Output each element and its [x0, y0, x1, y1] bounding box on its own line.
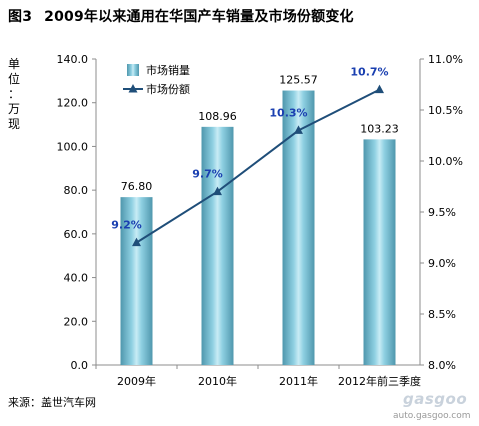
bar-value-label: 103.23	[360, 122, 399, 135]
y-tick-label: 60.0	[64, 228, 89, 241]
share-value-label: 9.2%	[111, 219, 142, 232]
x-tick-label: 2010年	[198, 374, 237, 388]
y2-tick-label: 9.5%	[428, 206, 456, 219]
y-tick-label: 20.0	[64, 315, 89, 328]
legend-bar-swatch	[127, 64, 139, 76]
y-axis-label-char: 万	[8, 102, 20, 116]
y2-tick-label: 11.0%	[428, 53, 463, 66]
bar-value-label: 108.96	[198, 110, 237, 123]
y-tick-label: 40.0	[64, 272, 89, 285]
share-value-label: 10.3%	[269, 106, 307, 119]
share-value-label: 9.7%	[192, 168, 223, 181]
share-point	[213, 186, 222, 196]
x-tick-label: 2012年前三季度	[338, 374, 421, 388]
bar	[201, 126, 234, 365]
y2-tick-label: 9.0%	[428, 257, 456, 270]
legend-line-marker	[128, 84, 138, 93]
x-tick-label: 2011年	[279, 374, 318, 388]
share-line	[135, 88, 380, 244]
y-tick-label: 0.0	[71, 359, 89, 372]
y-tick-label: 100.0	[57, 140, 89, 153]
y-axis-label-char: ：	[8, 87, 20, 101]
y2-tick-label: 8.5%	[428, 308, 456, 321]
figure-title-text: 2009年以来通用在华国产车销量及市场份额变化	[44, 9, 354, 25]
y-tick-label: 120.0	[57, 97, 89, 110]
bar-value-label: 125.57	[279, 74, 318, 87]
y-tick-label: 140.0	[57, 53, 89, 66]
y-axis-label-char: 单	[8, 57, 20, 71]
share-point	[132, 237, 141, 247]
chart-source: 来源：盖世汽车网	[8, 396, 96, 409]
share-point	[375, 84, 384, 94]
legend-line-label: 市场份额	[146, 82, 190, 96]
bar	[363, 139, 396, 365]
bar	[282, 90, 315, 365]
watermark: gasgoo auto.gasgoo.com	[393, 390, 477, 424]
watermark-url: auto.gasgoo.com	[393, 411, 471, 421]
watermark-logo: gasgoo	[403, 390, 468, 408]
y2-tick-label: 10.5%	[428, 104, 463, 117]
legend-bar-label: 市场销量	[146, 63, 190, 77]
y2-tick-label: 8.0%	[428, 359, 456, 372]
x-tick-label: 2009年	[117, 374, 156, 388]
figure-number: 图3	[8, 9, 33, 25]
y-axis-label-char: 现	[8, 117, 20, 131]
y2-tick-label: 10.0%	[428, 155, 463, 168]
bar-value-label: 76.80	[121, 180, 153, 193]
share-point	[294, 125, 303, 134]
y-tick-label: 80.0	[64, 184, 89, 197]
figure-title: 图3 2009年以来通用在华国产车销量及市场份额变化	[8, 6, 354, 26]
y-axis-label-char: 位	[8, 71, 20, 86]
share-value-label: 10.7%	[350, 66, 388, 79]
bar	[120, 197, 153, 365]
